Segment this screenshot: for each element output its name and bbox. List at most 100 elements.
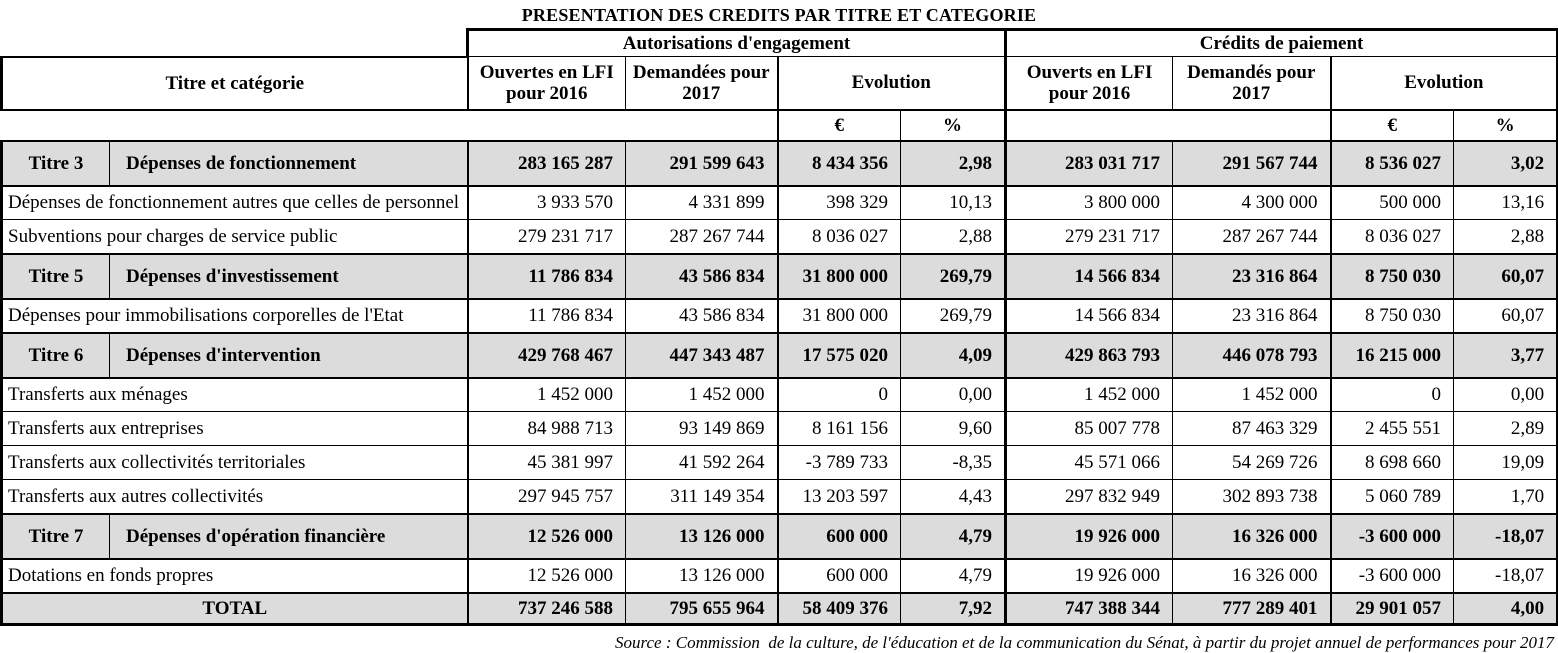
value-cell: 0,00 xyxy=(1453,377,1558,413)
value-cell: 5 060 789 xyxy=(1329,479,1455,515)
value-cell: 31 800 000 xyxy=(776,252,901,300)
value-cell: 84 988 713 xyxy=(466,411,626,447)
header-autorisations-engagement: Autorisations d'engagement xyxy=(465,27,1007,58)
value-cell: 0 xyxy=(776,377,901,413)
value-cell: 8 434 356 xyxy=(776,139,901,187)
header-ae-euro: € xyxy=(776,109,901,142)
value-cell: 23 316 864 xyxy=(1172,252,1332,300)
value-cell: 14 566 834 xyxy=(1004,298,1174,334)
value-cell: 429 768 467 xyxy=(466,331,626,379)
value-cell: 43 586 834 xyxy=(625,298,778,334)
value-cell: 16 215 000 xyxy=(1329,331,1455,379)
value-cell: 747 388 344 xyxy=(1004,591,1174,627)
value-cell: 777 289 401 xyxy=(1172,591,1332,627)
value-cell: 9,60 xyxy=(899,411,1007,447)
value-cell: 13 126 000 xyxy=(625,512,778,560)
header-ae-percent: % xyxy=(899,109,1007,142)
value-cell: 8 036 027 xyxy=(1329,219,1455,255)
row-titre: Titre 6 xyxy=(0,331,110,379)
value-cell: 429 863 793 xyxy=(1004,331,1174,379)
header-ae-evolution: Evolution xyxy=(776,56,1007,111)
table-row: Titre 7 Dépenses d'opération financière 12… xyxy=(0,512,1558,560)
value-cell: 8 698 660 xyxy=(1329,445,1455,481)
value-cell: 4 300 000 xyxy=(1172,185,1332,221)
header-cp-evolution: Evolution xyxy=(1329,56,1558,111)
value-cell: 4,43 xyxy=(899,479,1007,515)
group-header-row: Autorisations d'engagement Crédits de pa… xyxy=(2,27,1558,58)
value-cell: -18,07 xyxy=(1453,512,1558,560)
value-cell: 19 926 000 xyxy=(1004,512,1174,560)
value-cell: 795 655 964 xyxy=(625,591,778,627)
value-cell: -18,07 xyxy=(1453,558,1558,594)
value-cell: 269,79 xyxy=(899,252,1007,300)
source-caption: Source : Commission de la culture, de l'… xyxy=(615,633,1554,653)
row-titre: Titre 7 xyxy=(0,512,110,560)
value-cell: 4,00 xyxy=(1453,591,1558,627)
value-cell: 269,79 xyxy=(899,298,1007,334)
value-cell: 1 452 000 xyxy=(625,377,778,413)
value-cell: 3,77 xyxy=(1453,331,1558,379)
value-cell: 60,07 xyxy=(1453,298,1558,334)
page-title: PRESENTATION DES CREDITS PAR TITRE ET CA… xyxy=(521,5,1037,25)
table-row: Subventions pour charges de service publ… xyxy=(0,219,1558,255)
table-body: Titre 3 Dépenses de fonctionnement 283 165… xyxy=(0,139,1558,627)
value-cell: 4,09 xyxy=(899,331,1007,379)
row-titre: Titre 3 xyxy=(0,139,110,187)
value-cell: 8 750 030 xyxy=(1329,252,1455,300)
row-label: Transferts aux collectivités territorial… xyxy=(0,445,468,481)
table-row: Transferts aux autres collectivités 297 9… xyxy=(0,479,1558,515)
value-cell: 11 786 834 xyxy=(466,298,626,334)
value-cell: 43 586 834 xyxy=(625,252,778,300)
value-cell: 302 893 738 xyxy=(1172,479,1332,515)
header-spacer xyxy=(2,30,468,57)
value-cell: 60,07 xyxy=(1453,252,1558,300)
row-label: Dépenses de fonctionnement autres que ce… xyxy=(0,185,468,221)
table-row: Transferts aux entreprises 84 988 713 93 1… xyxy=(0,411,1558,447)
value-cell: 31 800 000 xyxy=(776,298,901,334)
row-label: Dépenses de fonctionnement xyxy=(109,139,468,187)
row-label: Transferts aux autres collectivités xyxy=(0,479,468,515)
value-cell: 311 149 354 xyxy=(625,479,778,515)
value-cell: 287 267 744 xyxy=(1172,219,1332,255)
value-cell: 54 269 726 xyxy=(1172,445,1332,481)
row-label: Transferts aux entreprises xyxy=(0,411,468,447)
value-cell: 600 000 xyxy=(776,558,901,594)
value-cell: 3,02 xyxy=(1453,139,1558,187)
table-row: Transferts aux ménages 1 452 000 1 452 000… xyxy=(0,377,1558,413)
header-ae-demandees-2017: Demandées pour 2017 xyxy=(625,56,778,111)
value-cell: 19,09 xyxy=(1453,445,1558,481)
value-cell: -8,35 xyxy=(899,445,1007,481)
value-cell: 3 800 000 xyxy=(1004,185,1174,221)
value-cell: 17 575 020 xyxy=(776,331,901,379)
value-cell: 16 326 000 xyxy=(1172,558,1332,594)
row-label: Dotations en fonds propres xyxy=(0,558,468,594)
value-cell: 446 078 793 xyxy=(1172,331,1332,379)
value-cell: 12 526 000 xyxy=(466,512,626,560)
value-cell: 279 231 717 xyxy=(1004,219,1174,255)
row-label: Dépenses d'investissement xyxy=(109,252,468,300)
row-label: Dépenses pour immobilisations corporelle… xyxy=(0,298,468,334)
value-cell: 93 149 869 xyxy=(625,411,778,447)
value-cell: 14 566 834 xyxy=(1004,252,1174,300)
value-cell: 13 126 000 xyxy=(625,558,778,594)
value-cell: 41 592 264 xyxy=(625,445,778,481)
value-cell: 2,98 xyxy=(899,139,1007,187)
value-cell: 4,79 xyxy=(899,512,1007,560)
table-row: Transferts aux collectivités territorial… xyxy=(0,445,1558,481)
table-row: Dépenses pour immobilisations corporelle… xyxy=(0,298,1558,334)
header-titre-categorie: Titre et catégorie xyxy=(0,55,468,111)
table-row: TOTAL 737 246 588 795 655 964 58 409 376 7,9… xyxy=(0,591,1558,627)
row-label: Subventions pour charges de service publ… xyxy=(0,219,468,255)
value-cell: 1,70 xyxy=(1453,479,1558,515)
value-cell: 600 000 xyxy=(776,512,901,560)
column-header-row: Titre et catégorie Ouvertes en LFI pour … xyxy=(0,55,1558,111)
table-row: Titre 5 Dépenses d'investissement 11 786 8… xyxy=(0,252,1558,300)
value-cell: 297 945 757 xyxy=(466,479,626,515)
value-cell: 8 750 030 xyxy=(1329,298,1455,334)
value-cell: 1 452 000 xyxy=(466,377,626,413)
row-label: Dépenses d'intervention xyxy=(109,331,468,379)
value-cell: 1 452 000 xyxy=(1004,377,1174,413)
value-cell: 12 526 000 xyxy=(466,558,626,594)
header-cp-demandes-2017: Demandés pour 2017 xyxy=(1172,56,1332,111)
